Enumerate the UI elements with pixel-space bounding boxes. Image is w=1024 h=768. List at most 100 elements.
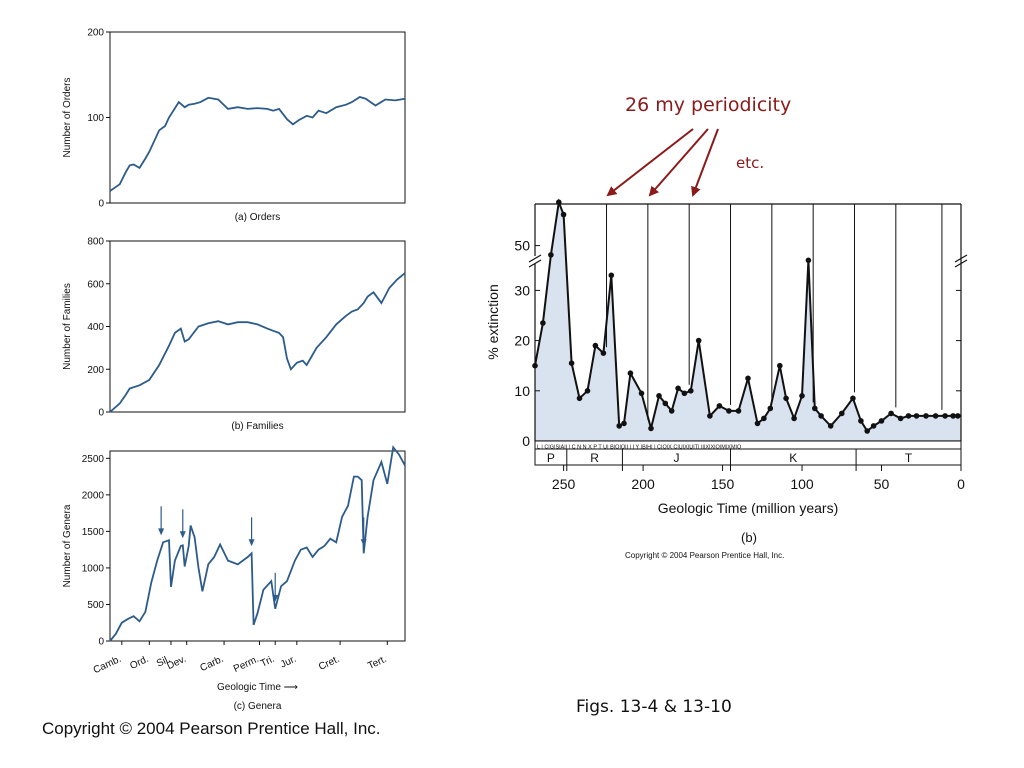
copyright-small: Copyright © 2004 Pearson Prentice Hall, … bbox=[625, 551, 784, 560]
data-point bbox=[668, 408, 675, 414]
subperiod-labels: L | C|G|S|A|I | C N N X P T U| B|O|O|I |… bbox=[537, 445, 742, 451]
period-label: T bbox=[905, 451, 913, 465]
y-tick-label: 800 bbox=[87, 237, 104, 248]
extinction-area bbox=[535, 202, 961, 441]
x-tick-label: 200 bbox=[631, 476, 655, 492]
data-point bbox=[799, 393, 805, 399]
y-tick-label: 100 bbox=[87, 113, 104, 124]
axis-break bbox=[954, 259, 968, 268]
y-tick-label: 2000 bbox=[82, 490, 105, 501]
genera-chart: 0 500 1000 1500 2000 2500 Number of Genera Camb… bbox=[62, 445, 406, 712]
y-tick-label: 0 bbox=[98, 637, 104, 648]
periodicity-arrow bbox=[648, 128, 709, 197]
y-axis-label: Number of Genera bbox=[62, 504, 73, 587]
data-point bbox=[878, 418, 885, 424]
period-label: R bbox=[590, 451, 599, 465]
data-point bbox=[576, 395, 583, 402]
data-point bbox=[745, 375, 751, 382]
y-tick-label: 1000 bbox=[82, 563, 105, 574]
period-label: Carb. bbox=[199, 654, 226, 674]
data-point bbox=[688, 388, 694, 394]
data-point bbox=[942, 413, 948, 419]
period-label: Ord. bbox=[128, 654, 150, 672]
y-tick-label: 0 bbox=[98, 408, 104, 419]
data-point bbox=[608, 272, 615, 279]
y-tick-label: 600 bbox=[87, 279, 104, 290]
data-point bbox=[913, 413, 920, 419]
families-chart: 0 200 400 600 800 Number of Families (b) Famil… bbox=[62, 237, 406, 432]
orders-chart: 0 100 200 Number of Orders (a) Orders bbox=[62, 28, 406, 223]
period-label: Cret. bbox=[317, 654, 341, 673]
y-tick-label: 0 bbox=[98, 199, 104, 210]
data-point bbox=[707, 413, 713, 419]
period-label: Jur. bbox=[279, 654, 298, 671]
y-tick-label: 30 bbox=[514, 282, 530, 298]
data-point bbox=[548, 252, 554, 258]
periodicity-arrows bbox=[606, 128, 719, 197]
data-point bbox=[560, 211, 567, 218]
extinction-arrowhead bbox=[272, 594, 279, 602]
extinction-arrowhead bbox=[158, 528, 165, 536]
data-point bbox=[858, 418, 864, 424]
data-point bbox=[568, 360, 575, 367]
data-point bbox=[735, 408, 742, 414]
x-tick-label: 0 bbox=[957, 476, 965, 492]
data-point bbox=[864, 428, 870, 434]
extinction-arrowhead bbox=[360, 539, 367, 547]
data-point bbox=[805, 257, 812, 264]
x-axis-label: Geologic Time ⟶ bbox=[217, 682, 298, 693]
data-point bbox=[556, 199, 562, 205]
data-point bbox=[627, 370, 634, 377]
data-point bbox=[532, 362, 538, 369]
data-point bbox=[716, 403, 723, 409]
data-point bbox=[621, 420, 627, 427]
period-label: Perm. bbox=[232, 654, 261, 675]
y-tick-label: 500 bbox=[87, 600, 104, 611]
data-point bbox=[675, 385, 681, 392]
extinction-arrowhead bbox=[179, 531, 186, 539]
data-point bbox=[839, 410, 845, 417]
x-tick-label: 50 bbox=[874, 476, 890, 492]
period-label: P bbox=[547, 451, 555, 465]
period-label: J bbox=[673, 451, 679, 465]
x-tick-label: 250 bbox=[552, 476, 576, 492]
data-point bbox=[592, 342, 599, 349]
plot-frame bbox=[109, 450, 406, 642]
data-point bbox=[662, 400, 669, 407]
data-point bbox=[656, 393, 662, 399]
chart-caption: (c) Genera bbox=[234, 701, 282, 712]
period-label: Sil. bbox=[155, 654, 172, 670]
etc-annotation: etc. bbox=[736, 154, 764, 172]
data-point bbox=[905, 413, 912, 419]
period-label: Tert. bbox=[366, 654, 388, 672]
data-point bbox=[850, 395, 856, 402]
y-tick-label: 0 bbox=[522, 433, 530, 449]
data-point bbox=[812, 405, 818, 412]
data-point bbox=[648, 425, 654, 432]
data-point bbox=[791, 415, 797, 422]
axis-break bbox=[528, 259, 542, 268]
data-point bbox=[638, 390, 645, 397]
data-point bbox=[540, 320, 546, 326]
axis-break bbox=[528, 254, 542, 263]
data-point bbox=[955, 413, 961, 419]
y-axis-label: % extinction bbox=[485, 284, 501, 359]
data-point bbox=[923, 413, 929, 419]
plot-frame bbox=[109, 31, 406, 204]
data-point bbox=[932, 413, 939, 419]
data-point bbox=[600, 350, 607, 356]
copyright-main: Copyright © 2004 Pearson Prentice Hall, … bbox=[42, 719, 381, 738]
y-axis-label: Number of Families bbox=[62, 283, 73, 370]
data-point bbox=[888, 410, 894, 417]
y-tick-label: 10 bbox=[514, 383, 530, 399]
plot-frame bbox=[109, 240, 406, 413]
data-point bbox=[827, 423, 834, 429]
data-point bbox=[818, 413, 824, 419]
y-tick-label: 2500 bbox=[82, 454, 105, 465]
y-tick-label: 50 bbox=[514, 238, 530, 254]
y-tick-label: 200 bbox=[87, 28, 104, 39]
series-line bbox=[109, 96, 406, 192]
data-point bbox=[783, 395, 789, 402]
extinction-chart: 0 10 20 30 50 % extinction L | C|G|S|A|I | C N… bbox=[485, 198, 968, 545]
